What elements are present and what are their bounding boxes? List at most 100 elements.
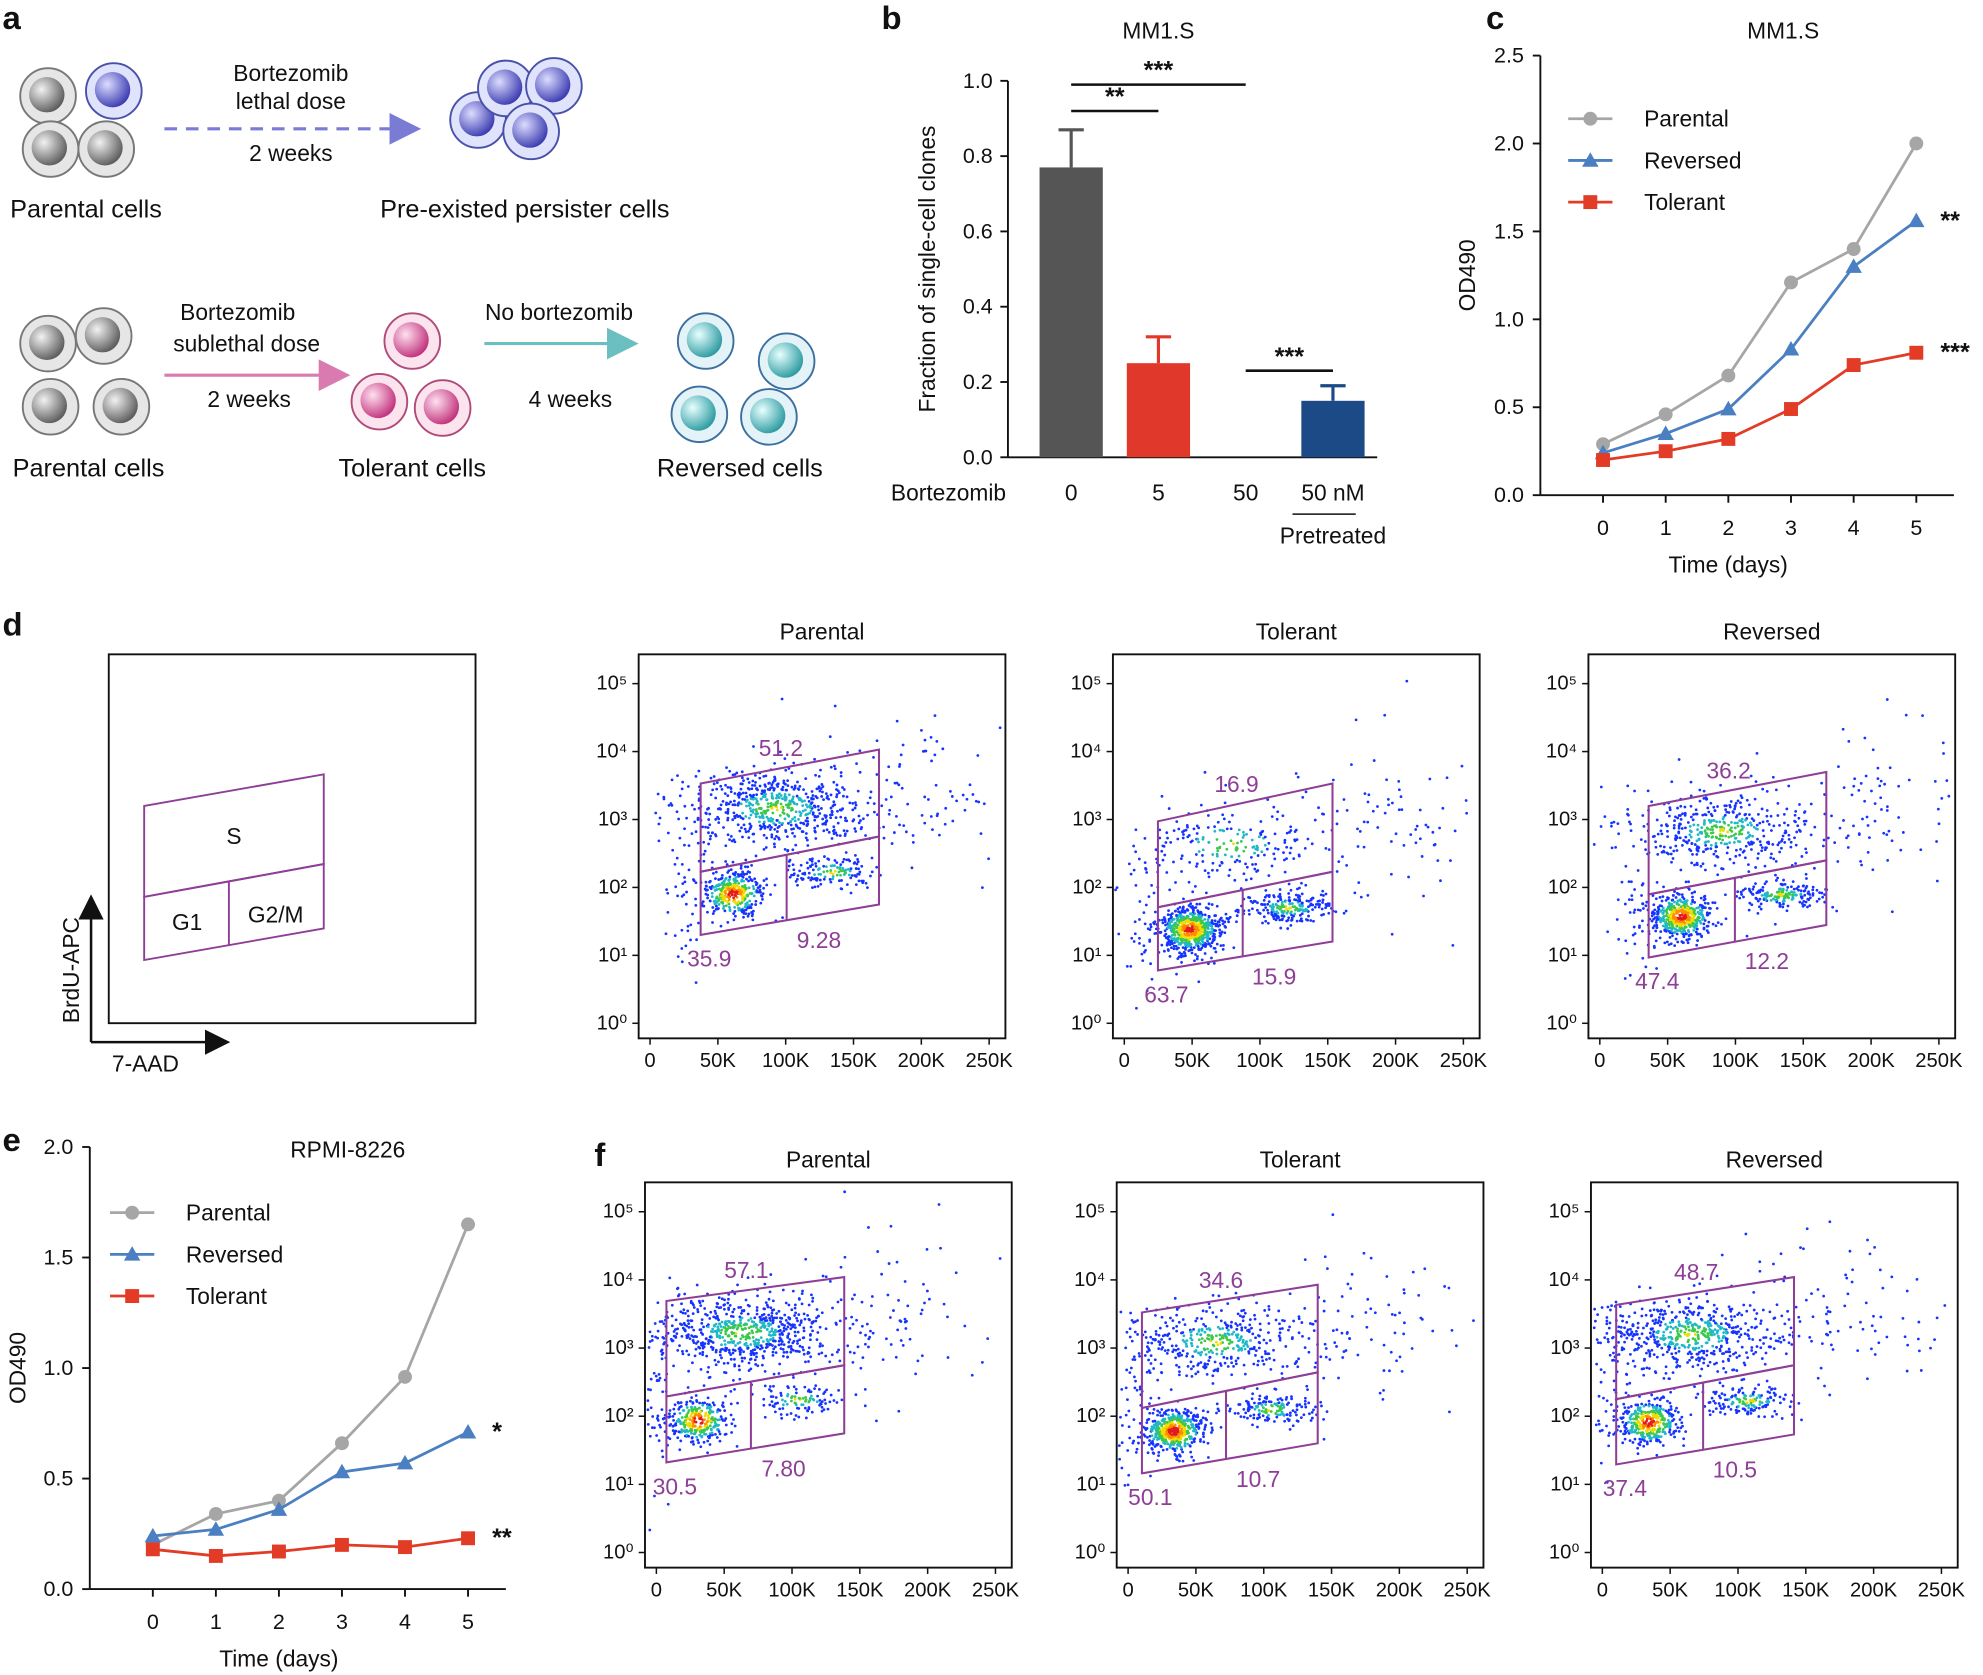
event xyxy=(751,783,754,787)
event xyxy=(1727,811,1731,814)
event xyxy=(1216,920,1220,924)
event xyxy=(1783,831,1787,835)
x-tick-label: 200K xyxy=(1372,1050,1420,1072)
event xyxy=(1322,894,1325,897)
event xyxy=(699,1410,703,1414)
y-tick-label: 0.5 xyxy=(1494,395,1524,419)
event xyxy=(1678,814,1682,817)
event xyxy=(1436,859,1440,863)
event xyxy=(809,802,813,806)
event xyxy=(716,807,720,811)
event xyxy=(848,1326,852,1330)
event xyxy=(729,834,733,838)
marker xyxy=(1782,341,1800,356)
event xyxy=(686,1314,690,1318)
event xyxy=(1714,849,1718,853)
event xyxy=(835,861,839,865)
event xyxy=(1780,838,1784,841)
event xyxy=(738,1353,742,1356)
event xyxy=(1781,883,1784,887)
event xyxy=(1414,828,1418,831)
event xyxy=(1702,822,1706,826)
event xyxy=(709,776,713,780)
legend-label: Tolerant xyxy=(186,1283,268,1309)
event xyxy=(1680,893,1684,896)
event xyxy=(1235,858,1239,862)
event xyxy=(1804,872,1808,876)
event xyxy=(1667,814,1671,818)
event xyxy=(1745,836,1748,840)
event xyxy=(683,876,686,879)
event xyxy=(718,1353,722,1357)
event xyxy=(777,1343,781,1347)
event xyxy=(792,1339,796,1343)
event xyxy=(733,1334,737,1338)
event xyxy=(842,857,846,861)
event xyxy=(910,866,914,870)
event xyxy=(756,1294,759,1298)
event xyxy=(1677,826,1681,830)
event xyxy=(1223,853,1227,857)
event xyxy=(1685,938,1689,942)
event xyxy=(758,890,761,894)
event xyxy=(1187,940,1191,944)
event xyxy=(1716,921,1720,925)
event xyxy=(737,881,741,885)
event xyxy=(671,1415,675,1418)
event xyxy=(783,757,787,761)
event xyxy=(749,905,752,909)
event xyxy=(735,771,739,775)
event xyxy=(1658,936,1662,940)
event xyxy=(778,750,782,754)
event xyxy=(717,1322,721,1326)
event xyxy=(783,798,787,802)
event xyxy=(672,1418,675,1422)
event xyxy=(785,1350,789,1354)
event xyxy=(761,811,764,815)
event xyxy=(717,821,721,824)
event xyxy=(1690,891,1694,895)
y-tick-label: 1.0 xyxy=(43,1356,73,1380)
event xyxy=(714,818,718,821)
event xyxy=(1616,822,1620,825)
event xyxy=(1675,849,1679,852)
event xyxy=(676,955,680,959)
event xyxy=(1181,910,1185,914)
event xyxy=(1289,888,1293,892)
gate-label: S xyxy=(226,823,241,849)
gate-g1-g2m xyxy=(699,835,881,937)
event xyxy=(762,1321,766,1325)
event xyxy=(1760,846,1764,849)
event xyxy=(829,880,833,884)
event xyxy=(717,817,721,821)
event xyxy=(733,840,737,844)
event xyxy=(707,818,711,821)
event xyxy=(1177,910,1181,914)
x-tick-label: 150K xyxy=(1780,1050,1828,1072)
event xyxy=(987,857,990,861)
event xyxy=(1711,835,1715,839)
event xyxy=(708,837,712,841)
event xyxy=(1203,770,1207,774)
event xyxy=(824,820,828,824)
event xyxy=(694,903,698,907)
event xyxy=(803,871,807,875)
event xyxy=(706,826,710,830)
marker xyxy=(1846,242,1861,256)
event xyxy=(669,802,673,805)
event xyxy=(803,799,806,803)
event xyxy=(737,885,740,889)
event xyxy=(1152,891,1156,895)
event xyxy=(721,1335,725,1339)
event xyxy=(808,806,812,809)
event xyxy=(1281,917,1284,921)
event xyxy=(796,1339,799,1343)
event xyxy=(1295,906,1299,910)
event xyxy=(1736,824,1740,828)
event xyxy=(1187,942,1191,946)
event xyxy=(1689,804,1693,808)
event xyxy=(1795,887,1799,890)
event xyxy=(1651,910,1655,914)
event xyxy=(819,872,823,876)
event xyxy=(1237,828,1241,832)
